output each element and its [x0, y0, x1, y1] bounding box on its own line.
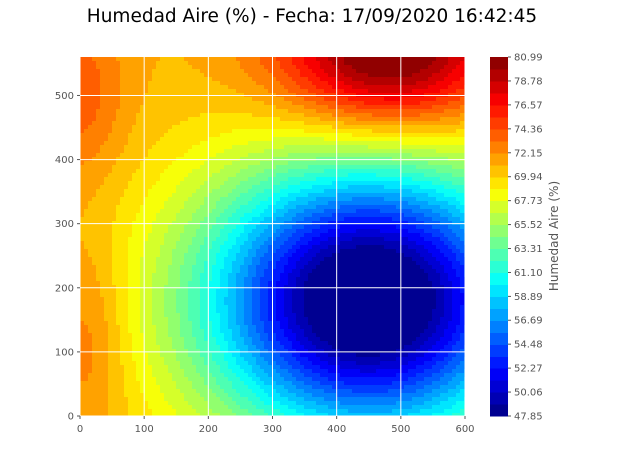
y-tick-label: 200 — [55, 283, 74, 294]
colorbar-tick-label: 74.36 — [514, 124, 543, 135]
x-tick-label: 200 — [199, 424, 218, 435]
colorbar-level — [490, 380, 508, 393]
colorbar-level — [490, 57, 508, 70]
colorbar-tick-label: 52.27 — [514, 364, 543, 375]
colorbar-level — [490, 92, 508, 106]
y-tick-label: 100 — [55, 347, 74, 358]
colorbar-level — [490, 404, 508, 417]
colorbar-level — [490, 104, 508, 118]
colorbar-level — [490, 332, 508, 345]
colorbar-level — [490, 392, 508, 405]
x-tick-label: 300 — [263, 424, 282, 435]
colorbar-level — [490, 296, 508, 309]
colorbar-tick-label: 76.57 — [514, 100, 543, 111]
y-tick-label: 500 — [55, 91, 74, 102]
colorbar-level — [490, 248, 508, 262]
colorbar-level — [490, 224, 508, 238]
x-tick-label: 600 — [455, 424, 474, 435]
y-tick-label: 0 — [68, 412, 74, 423]
colorbar-tick-label: 56.69 — [514, 316, 543, 327]
colorbar-level — [490, 80, 508, 94]
colorbar-level — [490, 344, 508, 357]
colorbar-level — [490, 356, 508, 369]
colorbar-level — [490, 320, 508, 333]
colorbar-level — [490, 176, 508, 190]
colorbar-tick-label: 78.78 — [514, 76, 543, 87]
x-tick-label: 400 — [327, 424, 346, 435]
colorbar-level — [490, 164, 508, 178]
colorbar-label: Humedad Aire (%) — [547, 181, 561, 291]
colorbar-level — [490, 188, 508, 202]
colorbar-tick-label: 72.15 — [514, 148, 543, 159]
colorbar-tick-label: 54.48 — [514, 340, 543, 351]
colorbar-tick-label: 61.10 — [514, 268, 543, 279]
colorbar-tick-label: 80.99 — [514, 53, 543, 64]
colorbar-tick-label: 69.94 — [514, 172, 543, 183]
chart-title: Humedad Aire (%) - Fecha: 17/09/2020 16:… — [86, 6, 538, 27]
x-tick-label: 0 — [77, 424, 83, 435]
colorbar-tick-label: 58.89 — [514, 292, 543, 303]
colorbar-level — [490, 308, 508, 321]
colorbar-level — [490, 116, 508, 130]
y-tick-label: 300 — [55, 219, 74, 230]
colorbar-tick-label: 63.31 — [514, 244, 543, 255]
colorbar-tick-label: 67.73 — [514, 196, 543, 207]
x-tick-label: 100 — [135, 424, 154, 435]
colorbar-level — [490, 152, 508, 166]
colorbar-level — [490, 260, 508, 273]
colorbar-tick-label: 65.52 — [514, 220, 543, 231]
contour-fill — [80, 57, 465, 416]
colorbar-level — [490, 236, 508, 250]
colorbar-level — [490, 200, 508, 214]
colorbar-level — [490, 68, 508, 82]
colorbar-level — [490, 212, 508, 226]
colorbar-tick-label: 50.06 — [514, 388, 543, 399]
colorbar-level — [490, 272, 508, 285]
colorbar-tick-label: 47.85 — [514, 412, 543, 423]
axes: 0 100 200 300 400 500 600 0 100 200 300 400 500 — [55, 91, 475, 435]
colorbar: 47.85 50.06 52.27 54.48 56.69 58.89 61.10 63.31… — [490, 53, 543, 423]
colorbar-level — [490, 368, 508, 381]
colorbar-level — [490, 140, 508, 154]
x-tick-label: 500 — [391, 424, 410, 435]
y-tick-label: 400 — [55, 155, 74, 166]
colorbar-level — [490, 284, 508, 297]
colorbar-level — [490, 128, 508, 142]
